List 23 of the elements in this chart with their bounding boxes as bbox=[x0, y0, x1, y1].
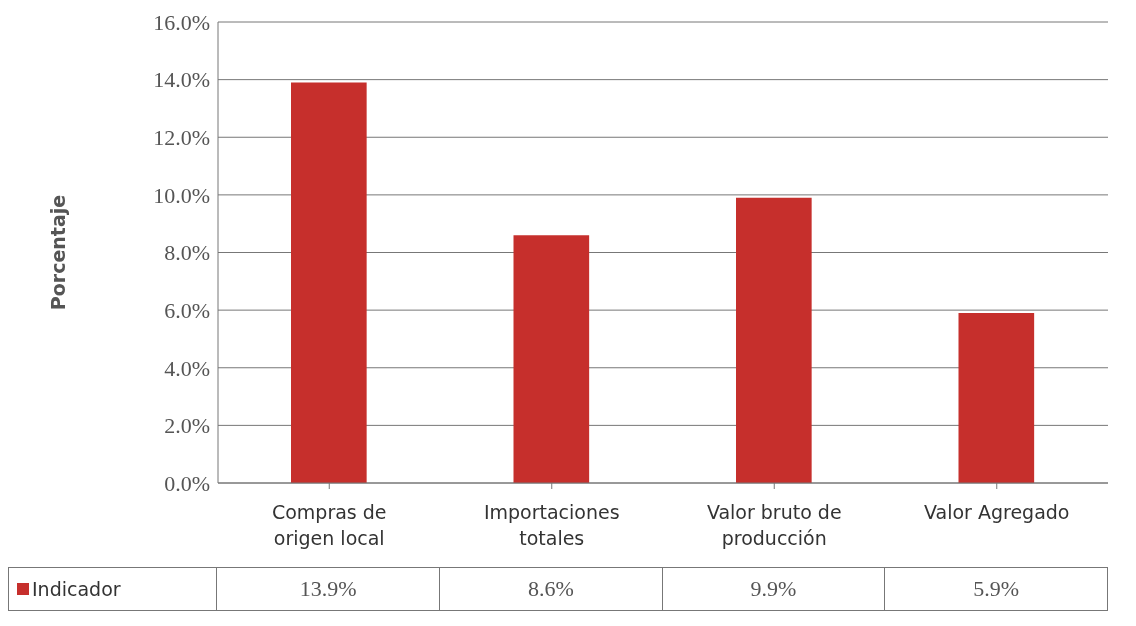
y-tick-label: 4.0% bbox=[164, 355, 210, 381]
x-tick-label: Valor bruto de producción bbox=[706, 501, 842, 549]
x-tick-label: Valor Agregado bbox=[924, 501, 1070, 523]
x-tick-label: Importaciones totales bbox=[483, 501, 620, 549]
data-label: 9.9% bbox=[662, 568, 886, 610]
y-tick-label: 12.0% bbox=[153, 125, 210, 151]
y-tick-label: 14.0% bbox=[153, 67, 210, 93]
y-tick-label: 0.0% bbox=[164, 470, 210, 496]
data-label: 5.9% bbox=[885, 568, 1109, 610]
y-tick-label: 2.0% bbox=[164, 413, 210, 439]
bar bbox=[958, 313, 1035, 483]
data-label: 8.6% bbox=[439, 568, 663, 610]
bar bbox=[291, 82, 367, 483]
bar bbox=[736, 197, 812, 483]
legend-label: Indicador bbox=[31, 578, 121, 600]
bar bbox=[513, 235, 590, 483]
y-tick-label: 6.0% bbox=[164, 297, 210, 323]
y-tick-label: 16.0% bbox=[153, 9, 210, 35]
y-tick-label: 8.0% bbox=[164, 240, 210, 266]
y-axis-title: Porcentaje bbox=[46, 194, 69, 311]
y-tick-label: 10.0% bbox=[153, 182, 210, 208]
data-label: 13.9% bbox=[217, 568, 440, 610]
x-tick-label: Compras de origen local bbox=[271, 501, 387, 549]
